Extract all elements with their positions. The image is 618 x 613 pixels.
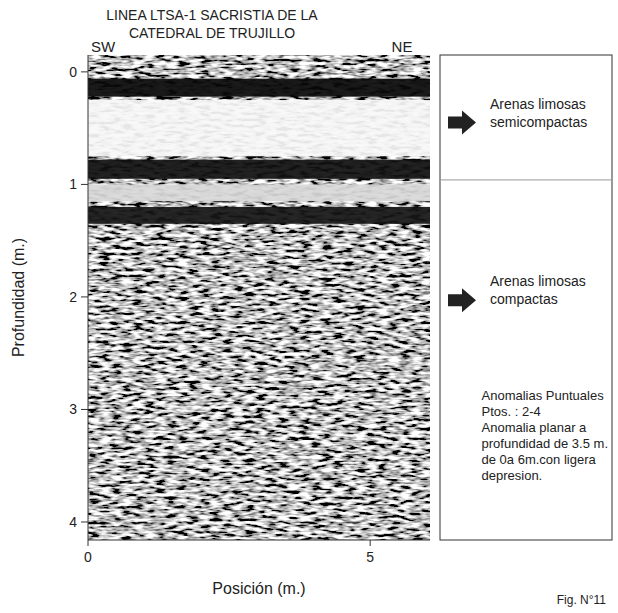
unit-label: Arenas limosas: [490, 96, 586, 112]
reflector: [88, 160, 430, 179]
unit-label: Arenas limosas: [490, 273, 586, 289]
y-tick-label: 4: [69, 514, 77, 530]
annotation: de 0a 6m.con ligera: [482, 452, 597, 467]
reflector: [88, 184, 430, 201]
y-tick-label: 1: [69, 176, 77, 192]
figure-label: Fig. N°11: [557, 593, 607, 607]
x-tick-label: 0: [84, 549, 92, 565]
y-axis-title: Profundidad (m.): [10, 238, 27, 357]
x-tick: [88, 540, 89, 546]
annotation: Anomalias Puntuales: [482, 388, 605, 403]
y-axis-line: [88, 55, 89, 540]
y-tick-label: 3: [69, 401, 77, 417]
y-tick: [81, 184, 88, 185]
direction-label: NE: [392, 38, 413, 55]
y-tick: [81, 296, 88, 297]
radar-texture: [88, 55, 430, 540]
direction-label: SW: [91, 38, 116, 55]
unit-boundary: [440, 179, 612, 180]
reflector: [88, 100, 430, 156]
unit-label: compactas: [490, 291, 558, 307]
x-axis-line: [88, 540, 430, 541]
unit-arrow: [448, 288, 476, 312]
x-tick: [370, 540, 371, 546]
y-tick: [81, 521, 88, 522]
x-tick-label: 5: [366, 549, 374, 565]
annotation: Ptos. : 2-4: [482, 404, 541, 419]
y-tick: [81, 409, 88, 410]
title: CATEDRAL DE TRUJILLO: [129, 25, 295, 41]
title: LINEA LTSA-1 SACRISTIA DE LA: [106, 7, 318, 23]
x-axis-title: Posición (m.): [212, 580, 305, 597]
y-tick-label: 2: [69, 289, 77, 305]
reflector: [88, 79, 430, 97]
unit-arrow: [448, 111, 476, 135]
y-tick: [81, 71, 88, 72]
unit-label: semicompactas: [490, 114, 587, 130]
chart: LINEA LTSA-1 SACRISTIA DE LA CATEDRAL DE …: [0, 0, 618, 613]
y-tick-label: 0: [69, 64, 77, 80]
reflector: [88, 207, 430, 224]
annotation: profundidad de 3.5 m.: [482, 436, 608, 451]
legend-box: [440, 55, 612, 540]
annotation: Anomalia planar a: [482, 420, 588, 435]
annotation: depresion.: [482, 468, 543, 483]
radargram: [88, 55, 430, 540]
